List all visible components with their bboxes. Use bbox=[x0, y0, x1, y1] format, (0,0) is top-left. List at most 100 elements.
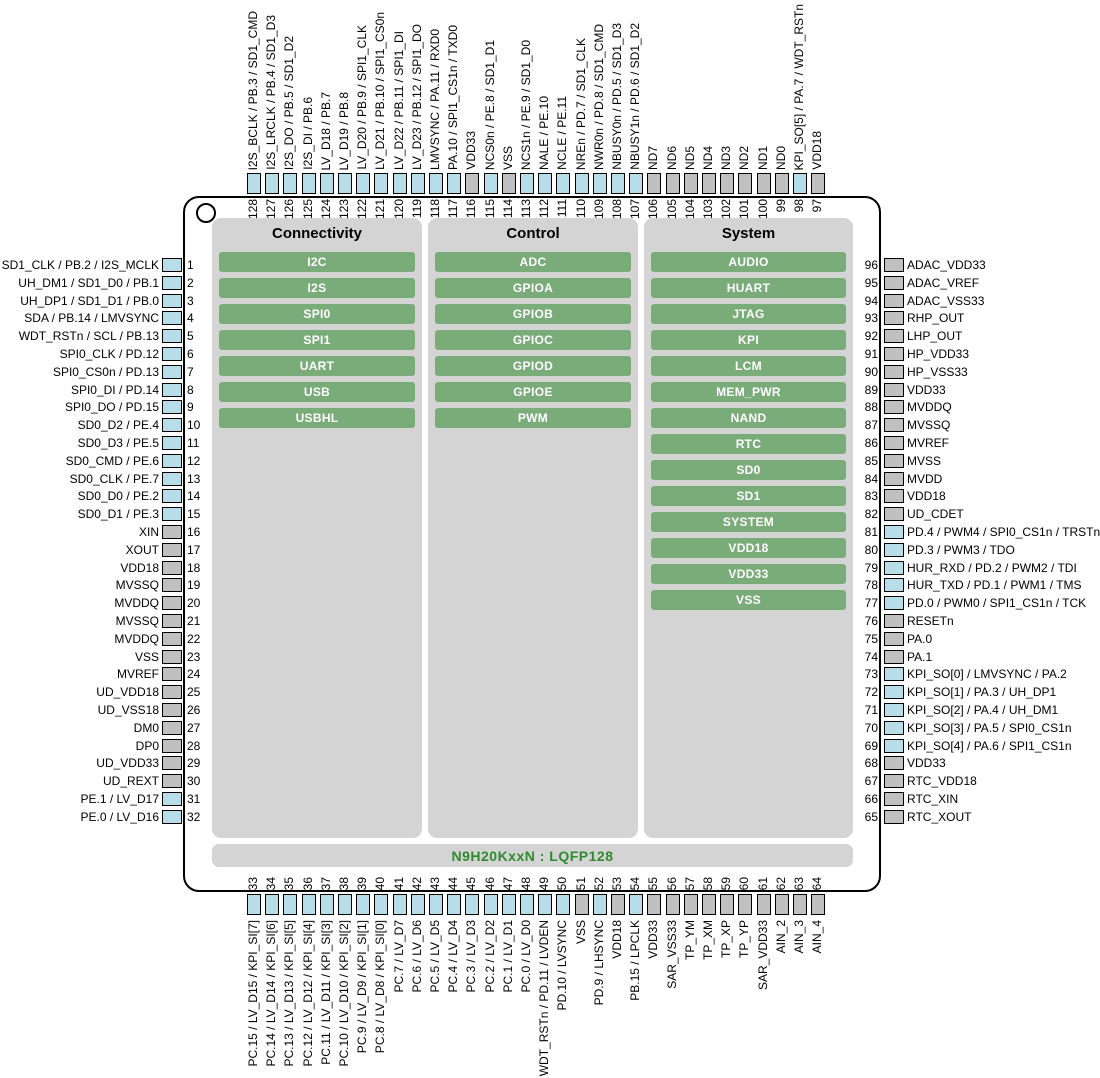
pin-45-label: PC.3 / LV_D3 bbox=[464, 920, 479, 993]
pin-115-pad bbox=[483, 173, 498, 194]
pin-80-number: 80 bbox=[864, 542, 878, 557]
pin-4-label: SDA / PB.14 / LMVSYNC bbox=[24, 311, 159, 326]
column-title: Control bbox=[506, 225, 560, 242]
pin-12-label: SD0_CMD / PE.6 bbox=[65, 453, 159, 468]
pin-48-label: PC.0 / LV_D0 bbox=[519, 920, 533, 993]
pin-13-pad bbox=[162, 471, 182, 486]
pin-41-pad bbox=[392, 894, 407, 915]
pin-70-pad bbox=[884, 720, 904, 735]
pin-65-label: RTC_XOUT bbox=[907, 809, 972, 824]
pin-21-label: MVSSQ bbox=[115, 614, 159, 628]
pin-87-label: MVSSQ bbox=[907, 418, 951, 433]
pin-19-label: MVSSQ bbox=[115, 578, 159, 593]
column-system: System AUDIO HUART JTAG KPI LCM MEM_PWR NAND RTC… bbox=[644, 218, 853, 838]
pin-14-pad bbox=[162, 489, 182, 504]
pin-7-number: 7 bbox=[187, 364, 194, 379]
pin-112-label: NALE / PE.10 bbox=[537, 95, 552, 170]
pin-37-label: PC.11 / LV_D11 / KPI_SI[3] bbox=[318, 920, 333, 1065]
pin-93-number: 93 bbox=[864, 311, 878, 326]
pin-99-number: 99 bbox=[773, 199, 788, 213]
pin-8-number: 8 bbox=[187, 382, 194, 397]
pin-112-number: 112 bbox=[537, 199, 552, 219]
column-control: Control ADC GPIOA GPIOB GPIOC GPIOD GPIOE PWM bbox=[428, 218, 638, 838]
pin-56-pad bbox=[665, 894, 680, 915]
pin-55-number: 55 bbox=[646, 876, 661, 890]
pin-94-label: ADAC_VSS33 bbox=[907, 293, 985, 308]
pin-103-number: 103 bbox=[701, 199, 715, 220]
pin-98-pad bbox=[793, 173, 807, 194]
pin-113-number: 113 bbox=[519, 199, 533, 219]
pin-77-label: PD.0 / PWM0 / SPI1_CS1n / TCK bbox=[907, 596, 1087, 611]
pin-121-pad bbox=[374, 173, 389, 194]
block-gpioe: GPIOE bbox=[435, 382, 631, 402]
pin-127-label: I2S_LRCLK / PB.4 / SD1_D3 bbox=[264, 15, 279, 170]
pin-84-number: 84 bbox=[864, 471, 878, 486]
pin-118-pad bbox=[429, 173, 443, 194]
pin-80-label: PD.3 / PWM3 / TDO bbox=[907, 542, 1015, 557]
pin-72-pad bbox=[884, 685, 904, 700]
pin-65-pad bbox=[884, 809, 904, 824]
pin-116-pad bbox=[465, 173, 480, 194]
block-nand: NAND bbox=[651, 408, 846, 428]
pin-52-pad bbox=[592, 894, 607, 915]
pin-95-number: 95 bbox=[864, 275, 878, 290]
pin-124-pad bbox=[319, 173, 334, 194]
pin-10-pad bbox=[162, 418, 182, 433]
pin-48-number: 48 bbox=[519, 876, 533, 890]
pin-73-pad bbox=[884, 667, 904, 682]
pin-67-label: RTC_VDD18 bbox=[907, 774, 977, 789]
pin-94-number: 94 bbox=[864, 293, 878, 308]
pin-2-number: 2 bbox=[187, 275, 194, 290]
pin-87-pad bbox=[884, 418, 904, 433]
pin-11-number: 11 bbox=[187, 436, 200, 450]
pin-13-label: SD0_CLK / PE.7 bbox=[69, 471, 159, 486]
column-title: System bbox=[721, 225, 776, 242]
pin-24-number: 24 bbox=[187, 667, 201, 682]
pin-32-label: PE.0 / LV_D16 bbox=[80, 809, 160, 824]
pin-66-label: RTC_XIN bbox=[907, 792, 959, 806]
pin-35-label: PC.13 / LV_D13 / KPI_SI[5] bbox=[282, 920, 297, 1067]
block-system: SYSTEM bbox=[651, 512, 846, 532]
pin-114-pad bbox=[501, 173, 516, 194]
block-gpiod: GPIOD bbox=[435, 356, 631, 376]
pin-50-label: PD.10 / LVSYNC bbox=[555, 920, 570, 1011]
pin-73-label: KPI_SO[0] / LMVSYNC / PA.2 bbox=[907, 667, 1067, 682]
pin-28-number: 28 bbox=[187, 738, 201, 753]
pin-4-number: 4 bbox=[187, 311, 194, 326]
pin-30-number: 30 bbox=[187, 774, 201, 789]
block-spi1: SPI1 bbox=[219, 330, 415, 350]
pin-117-label: PA.10 / SPI1_CS1n / TXD0 bbox=[446, 25, 461, 170]
pin-116-label: VDD33 bbox=[464, 131, 479, 170]
pin-47-number: 47 bbox=[500, 876, 515, 890]
pin-51-pad bbox=[574, 894, 589, 915]
pin-8-label: SPI0_DI / PD.14 bbox=[70, 382, 159, 397]
pin-122-number: 122 bbox=[355, 199, 370, 220]
pin-43-label: PC.5 / LV_D5 bbox=[428, 920, 442, 993]
pin-95-label: ADAC_VREF bbox=[907, 275, 980, 290]
pin-89-label: VDD33 bbox=[907, 382, 946, 397]
pin-35-pad bbox=[283, 894, 298, 915]
pin-75-label: PA.0 bbox=[907, 631, 933, 646]
pin-77-number: 77 bbox=[864, 596, 878, 611]
pin-102-number: 102 bbox=[719, 199, 734, 220]
pin-72-label: KPI_SO[1] / PA.3 / UH_DP1 bbox=[907, 685, 1057, 700]
pin-52-label: PD.9 / LHSYNC bbox=[591, 920, 606, 1006]
pin-18-number: 18 bbox=[187, 560, 201, 575]
pin-1-label: SD1_CLK / PB.2 / I2S_MCLK bbox=[1, 258, 159, 272]
pin-17-number: 17 bbox=[187, 542, 201, 557]
pin-82-pad bbox=[884, 507, 904, 522]
pin-23-number: 23 bbox=[187, 649, 201, 664]
pin-69-pad bbox=[884, 738, 904, 753]
pin-125-label: I2S_DI / PB.6 bbox=[300, 97, 315, 170]
pin-26-number: 26 bbox=[187, 703, 201, 717]
pin-40-pad bbox=[374, 894, 389, 915]
pin-102-label: ND3 bbox=[719, 145, 734, 170]
pin-126-number: 126 bbox=[282, 199, 297, 220]
pin-92-pad bbox=[884, 329, 904, 344]
pin-98-number: 98 bbox=[792, 199, 806, 213]
pin-46-label: PC.2 / LV_D2 bbox=[482, 920, 497, 993]
pin-65-number: 65 bbox=[864, 809, 878, 824]
pin-128-label: I2S_BCLK / PB.3 / SD1_CMD bbox=[246, 10, 260, 170]
pin-51-number: 51 bbox=[573, 876, 588, 890]
pin-9-number: 9 bbox=[187, 400, 194, 415]
